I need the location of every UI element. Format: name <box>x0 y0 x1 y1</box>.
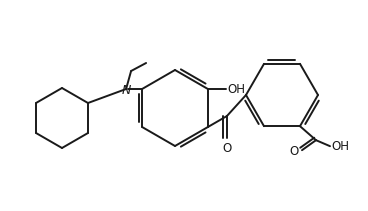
Text: OH: OH <box>331 140 349 153</box>
Text: O: O <box>290 145 299 158</box>
Text: N: N <box>121 84 131 96</box>
Text: OH: OH <box>227 83 245 96</box>
Text: O: O <box>222 142 231 155</box>
